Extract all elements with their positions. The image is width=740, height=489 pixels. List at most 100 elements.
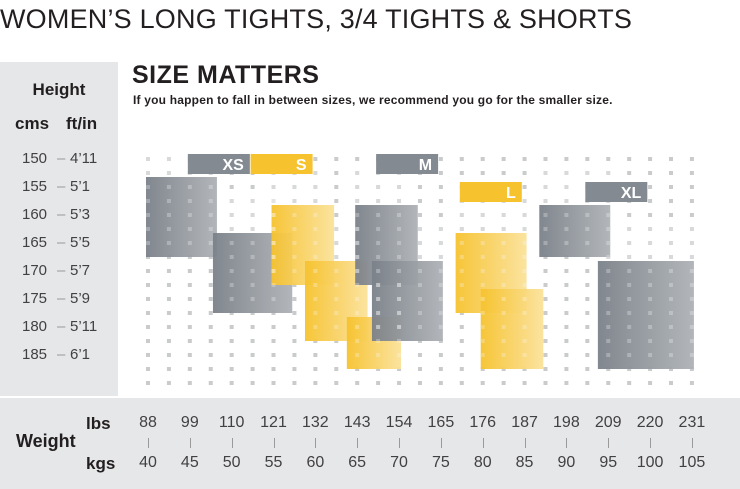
grid-dot (313, 199, 318, 203)
size-label-box-xl (585, 182, 648, 202)
grid-dot (146, 339, 150, 343)
region-dot (397, 283, 402, 287)
grid-dot (417, 199, 422, 203)
region-dot (355, 297, 360, 301)
grid-dot (166, 339, 171, 343)
grid-dot (459, 325, 464, 329)
height-ftin-label: 5’1 (70, 178, 91, 195)
region-dot (627, 297, 632, 301)
region-dot (146, 213, 150, 217)
region-dot (627, 339, 632, 343)
region-dot (438, 311, 443, 315)
grid-dot (313, 367, 318, 371)
region-dot (355, 241, 360, 245)
region-dot (334, 241, 339, 245)
region-dot (501, 227, 506, 231)
grid-dot (564, 171, 569, 175)
grid-dot (313, 185, 318, 189)
grid-dot (564, 353, 569, 357)
grid-dot (543, 185, 548, 189)
region-dot (250, 255, 255, 259)
region-dot (355, 227, 360, 231)
region-dot (627, 255, 632, 259)
weight-lbs-label: 132 (302, 414, 329, 431)
height-separator: – (57, 206, 66, 223)
size-label-xl: XL (621, 185, 642, 202)
grid-dot (459, 171, 464, 175)
region-dot (208, 199, 213, 203)
grid-dot (627, 213, 632, 217)
region-dot (313, 171, 318, 175)
region-dot (417, 297, 422, 301)
grid-dot (146, 269, 150, 273)
region-dot (146, 241, 150, 245)
region-dot (501, 213, 506, 217)
grid-dot (166, 325, 171, 329)
grid-dot (229, 367, 234, 371)
region-dot (166, 241, 171, 245)
height-separator: – (57, 290, 66, 307)
region-dot (376, 283, 381, 287)
region-dot (397, 297, 402, 301)
region-dot (146, 157, 150, 161)
grid-dot (459, 367, 464, 371)
region-dot (250, 283, 255, 287)
region-dot (459, 297, 464, 301)
region-dot (459, 283, 464, 287)
grid-dot (501, 381, 506, 385)
grid-dot (187, 339, 192, 343)
grid-dot (669, 255, 673, 259)
grid-dot (501, 213, 506, 217)
region-dot (355, 269, 360, 273)
size-region-m (371, 261, 443, 341)
region-dot (417, 311, 422, 315)
grid-dot (229, 199, 234, 203)
grid-dot (250, 199, 255, 203)
grid-dot (585, 381, 590, 385)
region-dot (501, 325, 506, 329)
weight-lbs-label: 187 (511, 414, 538, 431)
grid-dot (355, 199, 360, 203)
grid-dot (334, 171, 339, 175)
grid-dot (543, 171, 548, 175)
grid-dot (627, 255, 632, 259)
weight-lbs-label: 110 (218, 414, 245, 431)
region-dot (438, 325, 443, 329)
region-dot (606, 353, 611, 357)
weight-unit-lbs: lbs (86, 414, 111, 433)
grid-dot (480, 227, 485, 231)
grid-dot (501, 227, 506, 231)
region-dot (648, 283, 653, 287)
weight-kgs-label: 55 (264, 454, 283, 471)
grid-dot (166, 283, 171, 287)
grid-dot (543, 353, 548, 357)
grid-dot (292, 311, 297, 315)
weight-kgs-label: 100 (636, 454, 664, 471)
region-dot (355, 255, 360, 259)
grid-dot (669, 171, 673, 175)
region-dot (627, 353, 632, 357)
region-dot (648, 241, 653, 245)
grid-dot (689, 199, 694, 203)
weight-title: Weight (16, 431, 76, 451)
grid-dot (543, 325, 548, 329)
grid-dot (376, 185, 381, 189)
region-dot (501, 353, 506, 357)
grid-dot (564, 269, 569, 273)
grid-dot (438, 199, 443, 203)
region-dot (166, 199, 171, 203)
region-dot (355, 213, 360, 217)
region-dot (146, 199, 150, 203)
grid-dot (585, 297, 590, 301)
grid-dot (208, 297, 213, 301)
region-dot (334, 325, 339, 329)
grid-dot (208, 283, 213, 287)
grid-dot (313, 353, 318, 357)
size-region-l (480, 289, 544, 369)
grid-dot (522, 227, 527, 231)
region-dot (187, 185, 192, 189)
grid-dot (250, 185, 255, 189)
grid-dot (417, 227, 422, 231)
grid-dot (648, 213, 653, 217)
region-dot (438, 241, 443, 245)
